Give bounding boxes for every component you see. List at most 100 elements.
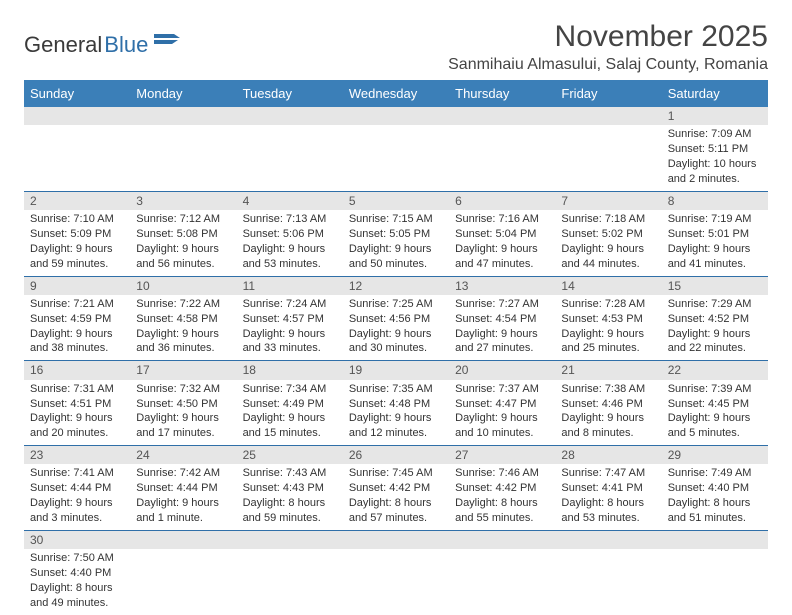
daylight: Daylight: 8 hours and 53 minutes. [561, 496, 655, 526]
sunrise: Sunrise: 7:45 AM [349, 466, 443, 481]
sunrise: Sunrise: 7:18 AM [561, 212, 655, 227]
day-detail: Sunrise: 7:39 AMSunset: 4:45 PMDaylight:… [662, 380, 768, 445]
day-number: 29 [662, 446, 768, 464]
day-detail: Sunrise: 7:16 AMSunset: 5:04 PMDaylight:… [449, 210, 555, 275]
daylight: Daylight: 9 hours and 53 minutes. [243, 242, 337, 272]
day-number: 8 [662, 192, 768, 210]
sunset: Sunset: 5:06 PM [243, 227, 337, 242]
sunrise: Sunrise: 7:31 AM [30, 382, 124, 397]
daylight: Daylight: 9 hours and 50 minutes. [349, 242, 443, 272]
day-detail: Sunrise: 7:21 AMSunset: 4:59 PMDaylight:… [24, 295, 130, 360]
day-header: Thursday [449, 80, 555, 107]
day-number: 10 [130, 277, 236, 295]
daylight: Daylight: 9 hours and 8 minutes. [561, 411, 655, 441]
day-detail: Sunrise: 7:10 AMSunset: 5:09 PMDaylight:… [24, 210, 130, 275]
logo-text-general: General [24, 32, 102, 58]
sunrise: Sunrise: 7:34 AM [243, 382, 337, 397]
day-number: 17 [130, 361, 236, 379]
day-detail: Sunrise: 7:09 AMSunset: 5:11 PMDaylight:… [662, 125, 768, 190]
day-detail [662, 549, 768, 605]
sunset: Sunset: 4:52 PM [668, 312, 762, 327]
daylight: Daylight: 8 hours and 55 minutes. [455, 496, 549, 526]
sunset: Sunset: 4:47 PM [455, 397, 549, 412]
day-number: 22 [662, 361, 768, 379]
day-detail: Sunrise: 7:49 AMSunset: 4:40 PMDaylight:… [662, 464, 768, 529]
sunset: Sunset: 5:02 PM [561, 227, 655, 242]
day-detail [449, 549, 555, 605]
sunset: Sunset: 4:53 PM [561, 312, 655, 327]
day-detail [130, 549, 236, 605]
daylight: Daylight: 9 hours and 36 minutes. [136, 327, 230, 357]
sunset: Sunset: 5:08 PM [136, 227, 230, 242]
sunrise: Sunrise: 7:50 AM [30, 551, 124, 566]
day-header: Friday [555, 80, 661, 107]
day-detail: Sunrise: 7:24 AMSunset: 4:57 PMDaylight:… [237, 295, 343, 360]
daylight: Daylight: 8 hours and 49 minutes. [30, 581, 124, 611]
daylight: Daylight: 9 hours and 38 minutes. [30, 327, 124, 357]
daylight: Daylight: 9 hours and 41 minutes. [668, 242, 762, 272]
sunset: Sunset: 5:01 PM [668, 227, 762, 242]
sunrise: Sunrise: 7:15 AM [349, 212, 443, 227]
sunrise: Sunrise: 7:16 AM [455, 212, 549, 227]
sunrise: Sunrise: 7:46 AM [455, 466, 549, 481]
daylight: Daylight: 8 hours and 51 minutes. [668, 496, 762, 526]
sunrise: Sunrise: 7:10 AM [30, 212, 124, 227]
day-number: 5 [343, 192, 449, 210]
sunrise: Sunrise: 7:12 AM [136, 212, 230, 227]
day-detail: Sunrise: 7:27 AMSunset: 4:54 PMDaylight:… [449, 295, 555, 360]
day-detail: Sunrise: 7:47 AMSunset: 4:41 PMDaylight:… [555, 464, 661, 529]
sunset: Sunset: 4:56 PM [349, 312, 443, 327]
detail-row: Sunrise: 7:09 AMSunset: 5:11 PMDaylight:… [24, 125, 768, 191]
daylight: Daylight: 9 hours and 15 minutes. [243, 411, 337, 441]
day-number: 7 [555, 192, 661, 210]
logo: GeneralBlue [24, 32, 180, 58]
location: Sanmihaiu Almasului, Salaj County, Roman… [448, 56, 768, 74]
sunrise: Sunrise: 7:43 AM [243, 466, 337, 481]
day-number: 19 [343, 361, 449, 379]
daylight: Daylight: 9 hours and 3 minutes. [30, 496, 124, 526]
sunrise: Sunrise: 7:32 AM [136, 382, 230, 397]
day-detail: Sunrise: 7:38 AMSunset: 4:46 PMDaylight:… [555, 380, 661, 445]
sunset: Sunset: 4:59 PM [30, 312, 124, 327]
sunset: Sunset: 5:11 PM [668, 142, 762, 157]
day-detail: Sunrise: 7:41 AMSunset: 4:44 PMDaylight:… [24, 464, 130, 529]
day-detail: Sunrise: 7:12 AMSunset: 5:08 PMDaylight:… [130, 210, 236, 275]
sunrise: Sunrise: 7:09 AM [668, 127, 762, 142]
daylight: Daylight: 9 hours and 5 minutes. [668, 411, 762, 441]
sunset: Sunset: 4:51 PM [30, 397, 124, 412]
day-header: Saturday [662, 80, 768, 107]
day-detail: Sunrise: 7:34 AMSunset: 4:49 PMDaylight:… [237, 380, 343, 445]
month-title: November 2025 [448, 20, 768, 54]
daylight: Daylight: 8 hours and 57 minutes. [349, 496, 443, 526]
sunset: Sunset: 4:43 PM [243, 481, 337, 496]
day-detail [555, 549, 661, 605]
day-number [555, 107, 661, 123]
day-detail: Sunrise: 7:45 AMSunset: 4:42 PMDaylight:… [343, 464, 449, 529]
day-detail: Sunrise: 7:13 AMSunset: 5:06 PMDaylight:… [237, 210, 343, 275]
day-detail: Sunrise: 7:29 AMSunset: 4:52 PMDaylight:… [662, 295, 768, 360]
day-header: Wednesday [343, 80, 449, 107]
daynum-row: 16171819202122 [24, 361, 768, 380]
daylight: Daylight: 10 hours and 2 minutes. [668, 157, 762, 187]
sunrise: Sunrise: 7:49 AM [668, 466, 762, 481]
day-number: 3 [130, 192, 236, 210]
daylight: Daylight: 9 hours and 33 minutes. [243, 327, 337, 357]
sunrise: Sunrise: 7:35 AM [349, 382, 443, 397]
sunrise: Sunrise: 7:24 AM [243, 297, 337, 312]
day-number: 30 [24, 531, 130, 549]
sunset: Sunset: 4:42 PM [455, 481, 549, 496]
day-detail [130, 125, 236, 181]
day-detail [24, 125, 130, 181]
sunrise: Sunrise: 7:38 AM [561, 382, 655, 397]
day-number: 12 [343, 277, 449, 295]
sunrise: Sunrise: 7:21 AM [30, 297, 124, 312]
sunset: Sunset: 5:05 PM [349, 227, 443, 242]
day-number: 14 [555, 277, 661, 295]
day-number [24, 107, 130, 123]
day-detail: Sunrise: 7:32 AMSunset: 4:50 PMDaylight:… [130, 380, 236, 445]
day-number: 28 [555, 446, 661, 464]
day-number [343, 107, 449, 123]
day-number: 18 [237, 361, 343, 379]
sunrise: Sunrise: 7:25 AM [349, 297, 443, 312]
daylight: Daylight: 9 hours and 12 minutes. [349, 411, 443, 441]
